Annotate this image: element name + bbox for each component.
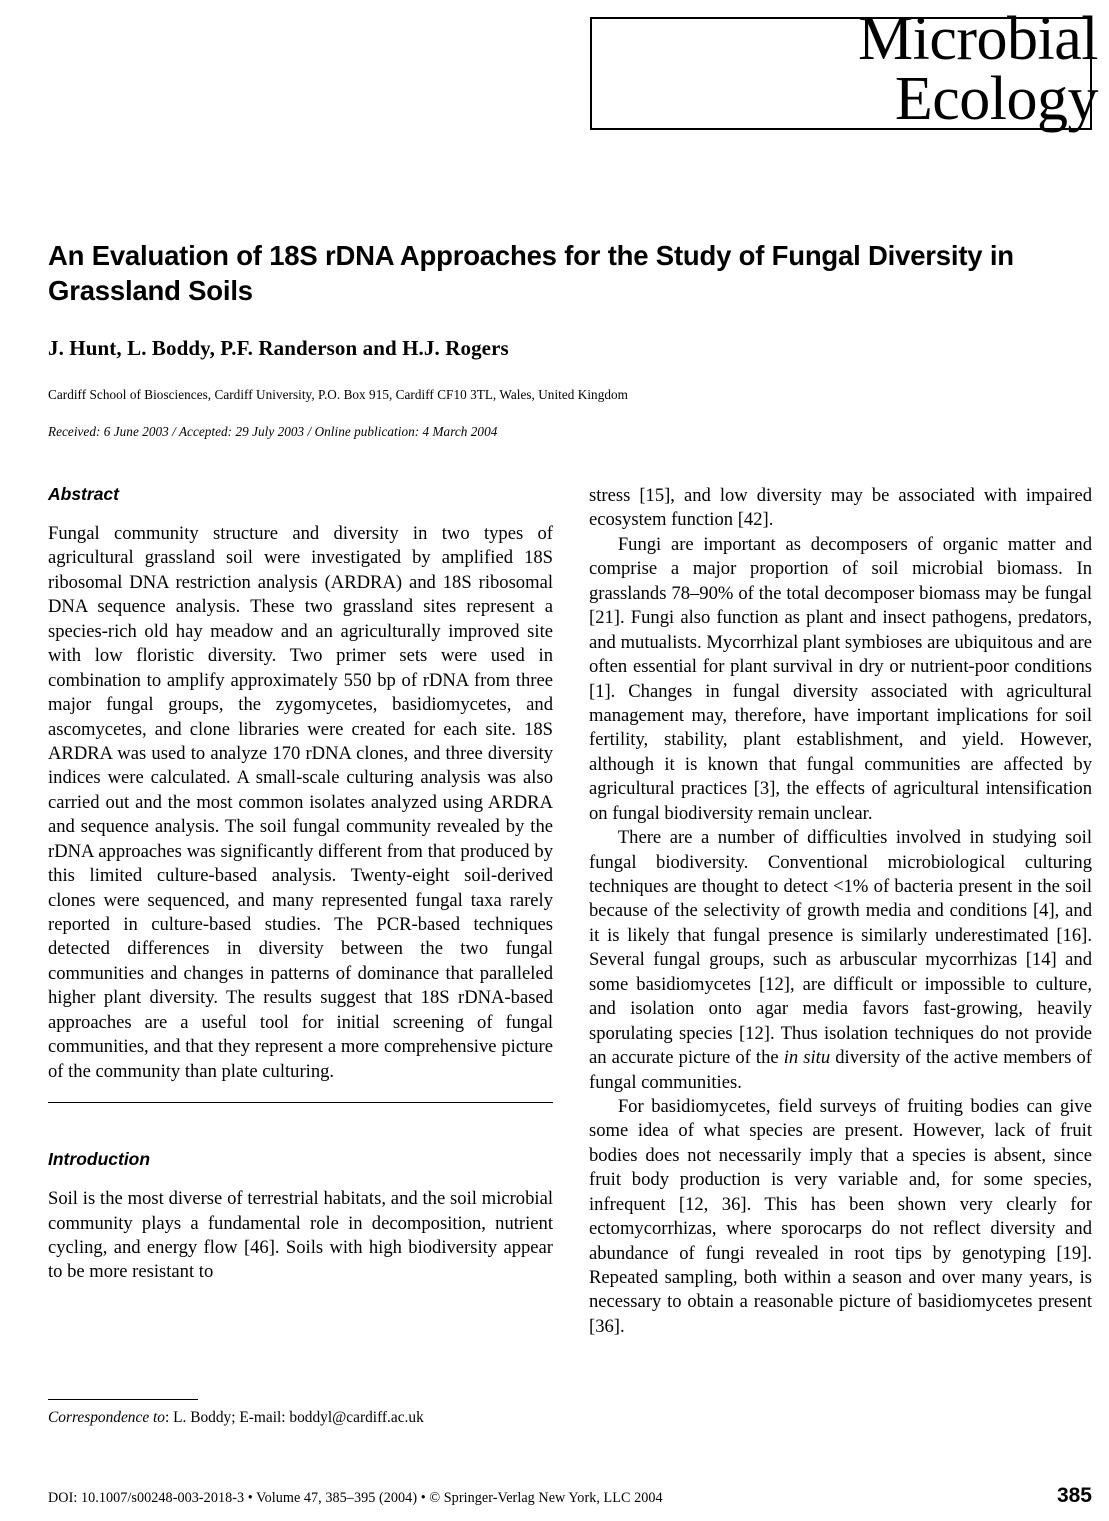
correspondence-value: : L. Boddy; E-mail: boddyl@cardiff.ac.uk (164, 1409, 424, 1426)
affiliation-line: Cardiff School of Biosciences, Cardiff U… (48, 387, 628, 403)
masthead-line-microbial: Microbial (858, 5, 1099, 73)
page-title: An Evaluation of 18S rDNA Approaches for… (48, 240, 1014, 307)
doi-citation-line: DOI: 10.1007/s00248-003-2018-3 • Volume … (48, 1490, 663, 1506)
introduction-heading: Introduction (48, 1149, 151, 1170)
article-title-block: An Evaluation of 18S rDNA Approaches for… (48, 238, 1092, 440)
introduction-paragraph-1: Soil is the most diverse of terrestrial … (48, 1188, 553, 1283)
journal-masthead-title: Microbial Ecology (590, 5, 1099, 134)
introduction-paragraph-1-continued: stress [15], and low diversity may be as… (589, 485, 1092, 531)
correspondence-label: Correspondence to (48, 1409, 165, 1426)
introduction-paragraph-2: Fungi are important as decomposers of or… (589, 533, 1092, 824)
para3-italic-in-situ: in situ (783, 1047, 831, 1069)
para3-part-a: There are a number of difficulties invol… (589, 827, 1092, 1069)
journal-masthead-box (590, 17, 1092, 130)
para3-part-b: diversity of the active members of funga… (589, 1047, 1092, 1093)
author-list: J. Hunt, L. Boddy, P.F. Randerson and H.… (48, 336, 509, 361)
introduction-paragraph-4: For basidiomycetes, field surveys of fru… (589, 1095, 1092, 1337)
abstract-text: Fungal community structure and diversity… (48, 523, 553, 1082)
masthead-line-ecology: Ecology (894, 65, 1099, 134)
abstract-divider (48, 1102, 553, 1104)
page-number: 385 (1056, 1484, 1092, 1507)
introduction-paragraph-3: There are a number of difficulties invol… (589, 826, 1092, 1095)
left-column: Abstract Fungal community structure and … (48, 484, 553, 1285)
right-column: stress [15], and low diversity may be as… (589, 484, 1092, 1339)
correspondence-text: Correspondence to: L. Boddy; E-mail: bod… (48, 1409, 553, 1427)
abstract-heading: Abstract (48, 484, 119, 504)
footnote-divider (48, 1399, 198, 1400)
correspondence-footnote: Correspondence to: L. Boddy; E-mail: bod… (48, 1399, 553, 1427)
publication-dates-line: Received: 6 June 2003 / Accepted: 29 Jul… (48, 424, 498, 440)
page-footer: DOI: 10.1007/s00248-003-2018-3 • Volume … (48, 1484, 1092, 1508)
